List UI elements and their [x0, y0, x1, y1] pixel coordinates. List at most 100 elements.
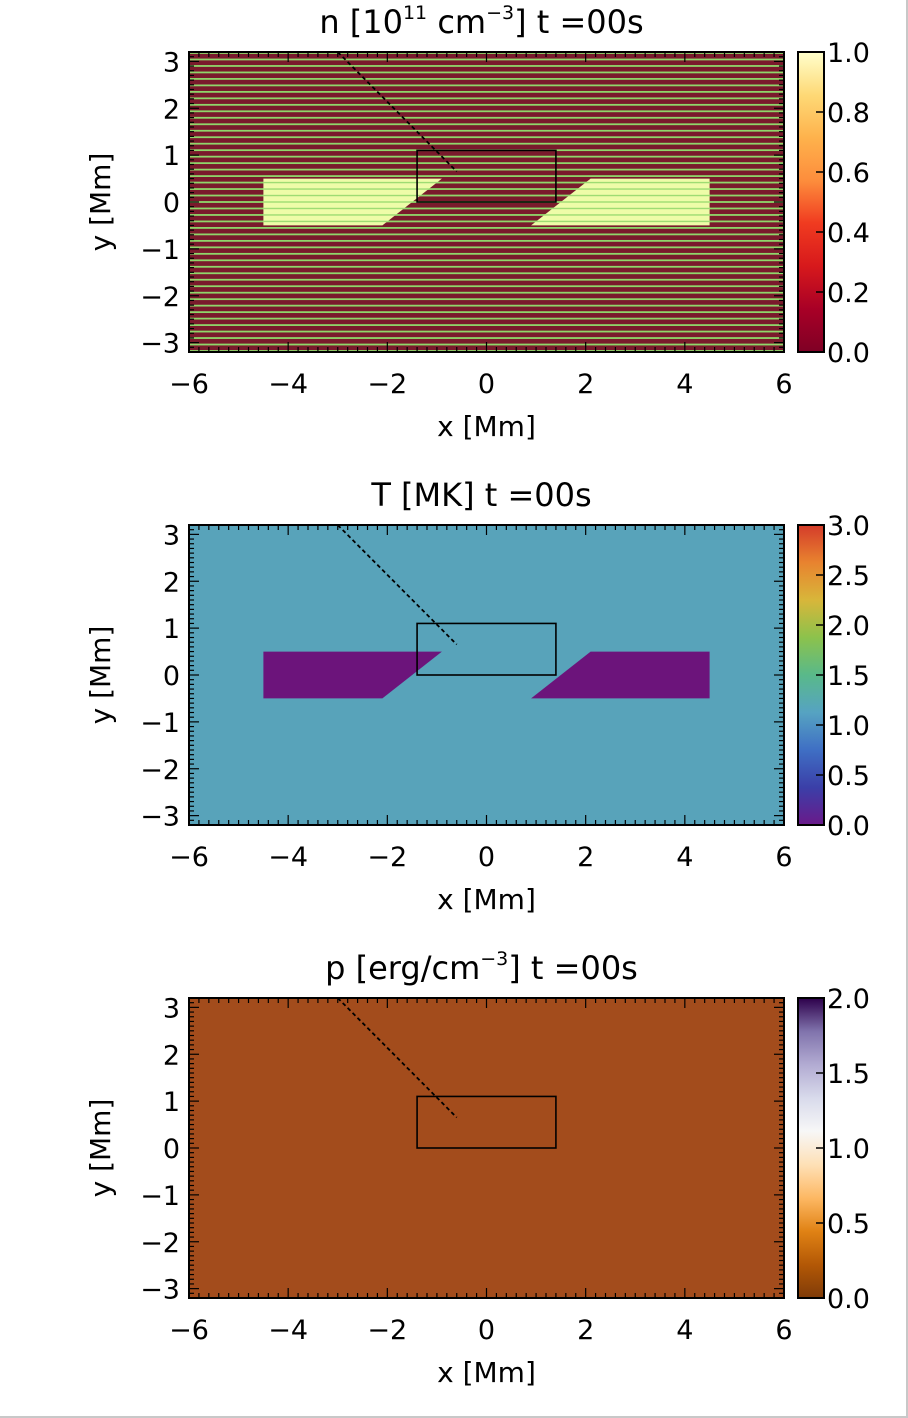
- stripe-line: [189, 246, 784, 249]
- colorbar-tick-label: 3.0: [827, 511, 870, 542]
- stripe-line: [189, 252, 784, 255]
- x-tick-label: −2: [367, 842, 407, 873]
- stripe-line: [189, 90, 784, 93]
- colorbar-frame: [797, 51, 825, 353]
- stripe-line: [189, 155, 784, 158]
- y-tick-label: −2: [140, 755, 180, 786]
- chart-title: n [1011 cm−3] t =00s: [319, 2, 643, 41]
- dashed-line: [337, 51, 458, 173]
- region-box: [416, 622, 557, 676]
- chart-title-part: −3: [480, 948, 508, 970]
- x-tick-label: 0: [478, 1315, 495, 1346]
- stripe-line: [189, 97, 784, 100]
- right-slab-stripes: [531, 181, 710, 223]
- y-tick-label: 1: [163, 1087, 180, 1118]
- stripe-line: [189, 136, 784, 139]
- stripe-line: [189, 324, 784, 326]
- x-tick-label: −4: [268, 842, 308, 873]
- colorbar-gradient: [798, 52, 824, 352]
- stripe-line: [531, 220, 710, 223]
- chart-title-part: 11: [403, 2, 427, 24]
- stripe-line: [263, 188, 442, 190]
- chart-title-part: ] t =00s: [514, 3, 644, 41]
- colorbar-tick-label: 1.0: [827, 1134, 870, 1165]
- x-tick-label: −6: [169, 1315, 209, 1346]
- panel-p: −6 −4 −2 0 2 4 6 −3 −2 −1 0 1 2 3 x [Mm] y [Mm] p [erg/c…: [84, 948, 870, 1389]
- y-tick-label: 2: [163, 567, 180, 598]
- stripe-line: [189, 291, 784, 294]
- colorbar-tick-label: 0.8: [827, 98, 870, 129]
- colorbar-tick-label: 1.5: [827, 1059, 870, 1090]
- x-tick-label: 0: [478, 369, 495, 400]
- x-tick-label: −6: [169, 369, 209, 400]
- colorbar-tick-label: 0.5: [827, 761, 870, 792]
- tick-marks: [188, 51, 785, 353]
- x-axis-label: x [Mm]: [437, 883, 536, 916]
- stripe-line: [263, 214, 442, 216]
- y-tick-label: −3: [140, 329, 180, 360]
- colorbar-tick-label: 0.4: [827, 218, 870, 249]
- x-tick-label: 6: [775, 369, 792, 400]
- region-box: [416, 1095, 557, 1149]
- y-tick-label: −1: [140, 235, 180, 266]
- stripe-line: [189, 78, 784, 80]
- x-tick-label: −6: [169, 842, 209, 873]
- x-axis-label: x [Mm]: [437, 1356, 536, 1389]
- y-axis-label: y [Mm]: [84, 626, 117, 725]
- colorbar-tick-label: 1.5: [827, 661, 870, 692]
- stripe-line: [189, 207, 784, 210]
- stripe-line: [189, 175, 784, 177]
- stripe-line: [189, 285, 784, 288]
- y-tick-label: 1: [163, 614, 180, 645]
- x-tick-label: 2: [577, 842, 594, 873]
- stripe-line: [189, 65, 784, 67]
- y-tick-label: 0: [163, 661, 180, 692]
- y-tick-label: −2: [140, 282, 180, 313]
- y-tick-label: −1: [140, 1181, 180, 1212]
- y-tick-label: −3: [140, 802, 180, 833]
- x-tick-label: 2: [577, 369, 594, 400]
- colorbar-tick-label: 0.0: [827, 811, 870, 842]
- colorbar: 0.0 0.5 1.0 1.5 2.0: [797, 984, 870, 1315]
- stripe-line: [189, 330, 784, 333]
- x-tick-label: −2: [367, 1315, 407, 1346]
- y-tick-label: 0: [163, 188, 180, 219]
- stripe-line: [189, 317, 784, 320]
- stripe-line: [189, 103, 784, 106]
- colorbar-tick-label: 0.2: [827, 278, 870, 309]
- chart-title-part: cm: [427, 3, 486, 41]
- stripe-line: [189, 233, 784, 236]
- stripe-line: [189, 259, 784, 262]
- stripe-line: [189, 84, 784, 87]
- y-tick-label: −1: [140, 708, 180, 739]
- stripe-line: [263, 207, 442, 210]
- colorbar-tick-label: 2.0: [827, 611, 870, 642]
- stripe-line: [531, 188, 710, 190]
- stripe-line: [189, 265, 784, 268]
- y-tick-label: 3: [163, 520, 180, 551]
- y-axis-label: y [Mm]: [84, 1099, 117, 1198]
- left-slab-stripes: [263, 181, 442, 223]
- stripe-line: [189, 278, 784, 281]
- x-tick-label: 6: [775, 1315, 792, 1346]
- colorbar-tick-label: 2.0: [827, 984, 870, 1015]
- stripe-line: [263, 181, 442, 184]
- chart-title-part: p [erg/cm: [325, 949, 480, 987]
- chart-title: T [MK] t =00s: [370, 476, 591, 514]
- stripe-line: [189, 311, 784, 314]
- y-axis-label: y [Mm]: [84, 153, 117, 252]
- stripe-line: [531, 194, 710, 197]
- stripe-line: [189, 123, 784, 126]
- stripe-line: [189, 227, 784, 229]
- region-box: [416, 149, 557, 203]
- tick-marks: [188, 997, 785, 1299]
- stripe-line: [189, 168, 784, 171]
- stripe-line: [189, 337, 784, 339]
- y-tick-label: 3: [163, 47, 180, 78]
- stripe-line: [189, 304, 784, 307]
- right-slab: [531, 651, 710, 699]
- chart-title-part: T [MK] t =00s: [370, 476, 591, 514]
- colorbar-tick-label: 0.5: [827, 1209, 870, 1240]
- x-tick-label: −4: [268, 1315, 308, 1346]
